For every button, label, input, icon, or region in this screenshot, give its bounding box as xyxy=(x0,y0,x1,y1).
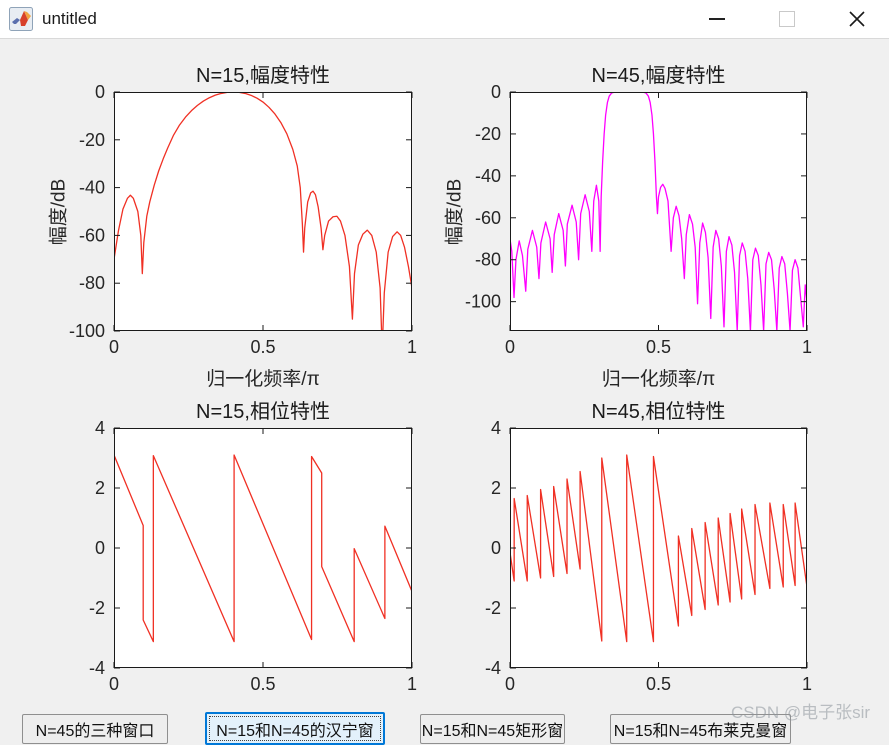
y-tick-label: -2 xyxy=(485,598,501,618)
y-tick-label: -2 xyxy=(89,598,105,618)
data-curve xyxy=(114,92,412,331)
y-tick-label: -20 xyxy=(475,124,501,144)
y-tick-label: -100 xyxy=(465,292,501,312)
x-axis-label: 归一化频率/π xyxy=(601,369,716,390)
y-tick-label: -40 xyxy=(475,166,501,186)
maximize-button[interactable] xyxy=(764,2,810,36)
x-tick-label: 0 xyxy=(109,337,119,357)
y-axis-label: 幅度/dB xyxy=(48,178,70,245)
plot-title: N=45,幅度特性 xyxy=(591,65,726,87)
plot-title: N=45,相位特性 xyxy=(591,401,726,423)
y-tick-label: 4 xyxy=(95,418,105,438)
x-tick-label: 0 xyxy=(109,674,119,694)
plot-canvas: 0 0.5 1 0 -20 -40 -60 -80 -100 xyxy=(69,82,417,357)
x-tick-label: 0 xyxy=(505,337,515,357)
pushbutton-blackman-window[interactable]: N=15和N=45布莱克曼窗 xyxy=(610,714,791,744)
y-tick-label: 4 xyxy=(491,418,501,438)
plot-title: N=15,相位特性 xyxy=(196,401,330,423)
x-tick-label: 1 xyxy=(407,337,417,357)
y-tick-label: -80 xyxy=(79,273,105,293)
y-tick-label: 0 xyxy=(491,538,501,558)
close-icon xyxy=(849,11,865,27)
pushbutton-hanning-window[interactable]: N=15和N=45的汉宁窗 xyxy=(205,712,385,745)
x-axis-label: 归一化频率/π xyxy=(206,369,320,390)
x-tick-label: 1 xyxy=(407,674,417,694)
y-tick-label: -4 xyxy=(89,658,105,678)
y-tick-label: -40 xyxy=(79,178,105,198)
plot-canvas: 0 0.5 1 -4 -2 0 2 4 xyxy=(485,418,812,694)
title-bar: untitled xyxy=(0,0,889,39)
minimize-icon xyxy=(709,18,725,20)
x-tick-label: 0 xyxy=(505,674,515,694)
plot-canvas: 0 0.5 1 0 -20 -40 -60 -80 -100 xyxy=(465,82,812,357)
y-tick-label: 0 xyxy=(95,538,105,558)
close-button[interactable] xyxy=(834,2,880,36)
y-tick-label: -20 xyxy=(79,130,105,150)
y-tick-label: -4 xyxy=(485,658,501,678)
window-title: untitled xyxy=(42,9,97,28)
data-curve xyxy=(510,454,807,643)
x-tick-label: 1 xyxy=(802,337,812,357)
x-tick-label: 1 xyxy=(802,674,812,694)
pushbutton-three-windows-n45[interactable]: N=45的三种窗口 xyxy=(22,714,168,744)
subplot-phase-n15: N=15,相位特性 0 0.5 1 -4 -2 0 2 4 xyxy=(89,401,417,694)
y-axis-label: 幅度/dB xyxy=(444,178,466,245)
y-tick-label: -60 xyxy=(79,225,105,245)
subplot-magnitude-n45: N=45,幅度特性 幅度/dB 归一化频率/π 0 0.5 1 0 -20 -40 -60 -… xyxy=(445,65,813,390)
plot-title: N=15,幅度特性 xyxy=(196,65,330,87)
y-tick-label: 2 xyxy=(95,478,105,498)
data-curve xyxy=(510,92,807,331)
y-tick-label: 2 xyxy=(491,478,501,498)
x-tick-label: 0.5 xyxy=(646,337,671,357)
matlab-icon xyxy=(9,7,33,31)
maximize-icon xyxy=(779,11,795,27)
pushbutton-rectangular-window[interactable]: N=15和N=45矩形窗 xyxy=(420,714,565,744)
data-curve xyxy=(114,454,412,643)
y-tick-label: 0 xyxy=(491,82,501,102)
x-tick-label: 0.5 xyxy=(646,674,671,694)
y-tick-label: -60 xyxy=(475,208,501,228)
y-tick-label: 0 xyxy=(95,82,105,102)
subplot-phase-n45: N=45,相位特性 0 0.5 1 -4 -2 0 2 4 xyxy=(485,401,812,694)
x-tick-label: 0.5 xyxy=(250,674,275,694)
subplot-magnitude-n15: N=15,幅度特性 幅度/dB 归一化频率/π 0 0.5 1 0 -20 -40 -60 -… xyxy=(49,65,418,390)
figure-canvas: N=15,幅度特性 幅度/dB 归一化频率/π 0 0.5 1 0 -20 -40 -60-… xyxy=(0,39,889,745)
y-tick-label: -80 xyxy=(475,250,501,270)
x-tick-label: 0.5 xyxy=(250,337,275,357)
y-tick-label: -100 xyxy=(69,321,105,341)
minimize-button[interactable] xyxy=(694,2,740,36)
plot-canvas: 0 0.5 1 -4 -2 0 2 4 xyxy=(89,418,417,694)
